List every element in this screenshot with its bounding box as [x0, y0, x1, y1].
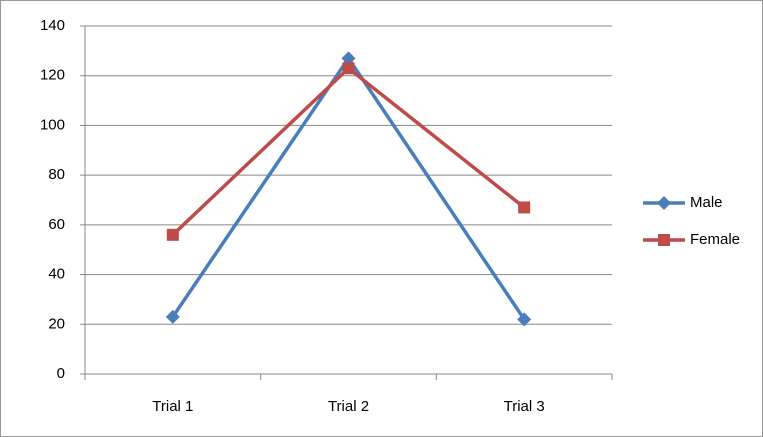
legend-label: Female	[690, 231, 740, 248]
data-point	[518, 201, 531, 214]
x-tick-label: Trial 3	[504, 398, 545, 415]
y-tick-label: 100	[40, 116, 65, 133]
y-tick-label: 0	[57, 365, 65, 382]
data-point	[165, 309, 180, 324]
y-tick-label: 80	[48, 166, 65, 183]
legend-label: Male	[690, 194, 723, 211]
y-tick-label: 60	[48, 216, 65, 233]
x-tick-label: Trial 1	[152, 398, 193, 415]
data-point	[342, 62, 355, 75]
y-tick-label: 140	[40, 17, 65, 34]
y-tick-label: 20	[48, 315, 65, 332]
legend-marker	[658, 234, 670, 246]
y-tick-label: 40	[48, 266, 65, 283]
y-tick-label: 120	[40, 67, 65, 84]
data-point	[517, 312, 532, 327]
data-point	[166, 228, 179, 241]
x-tick-label: Trial 2	[328, 398, 369, 415]
legend-marker	[657, 196, 671, 210]
data-point	[341, 51, 356, 66]
